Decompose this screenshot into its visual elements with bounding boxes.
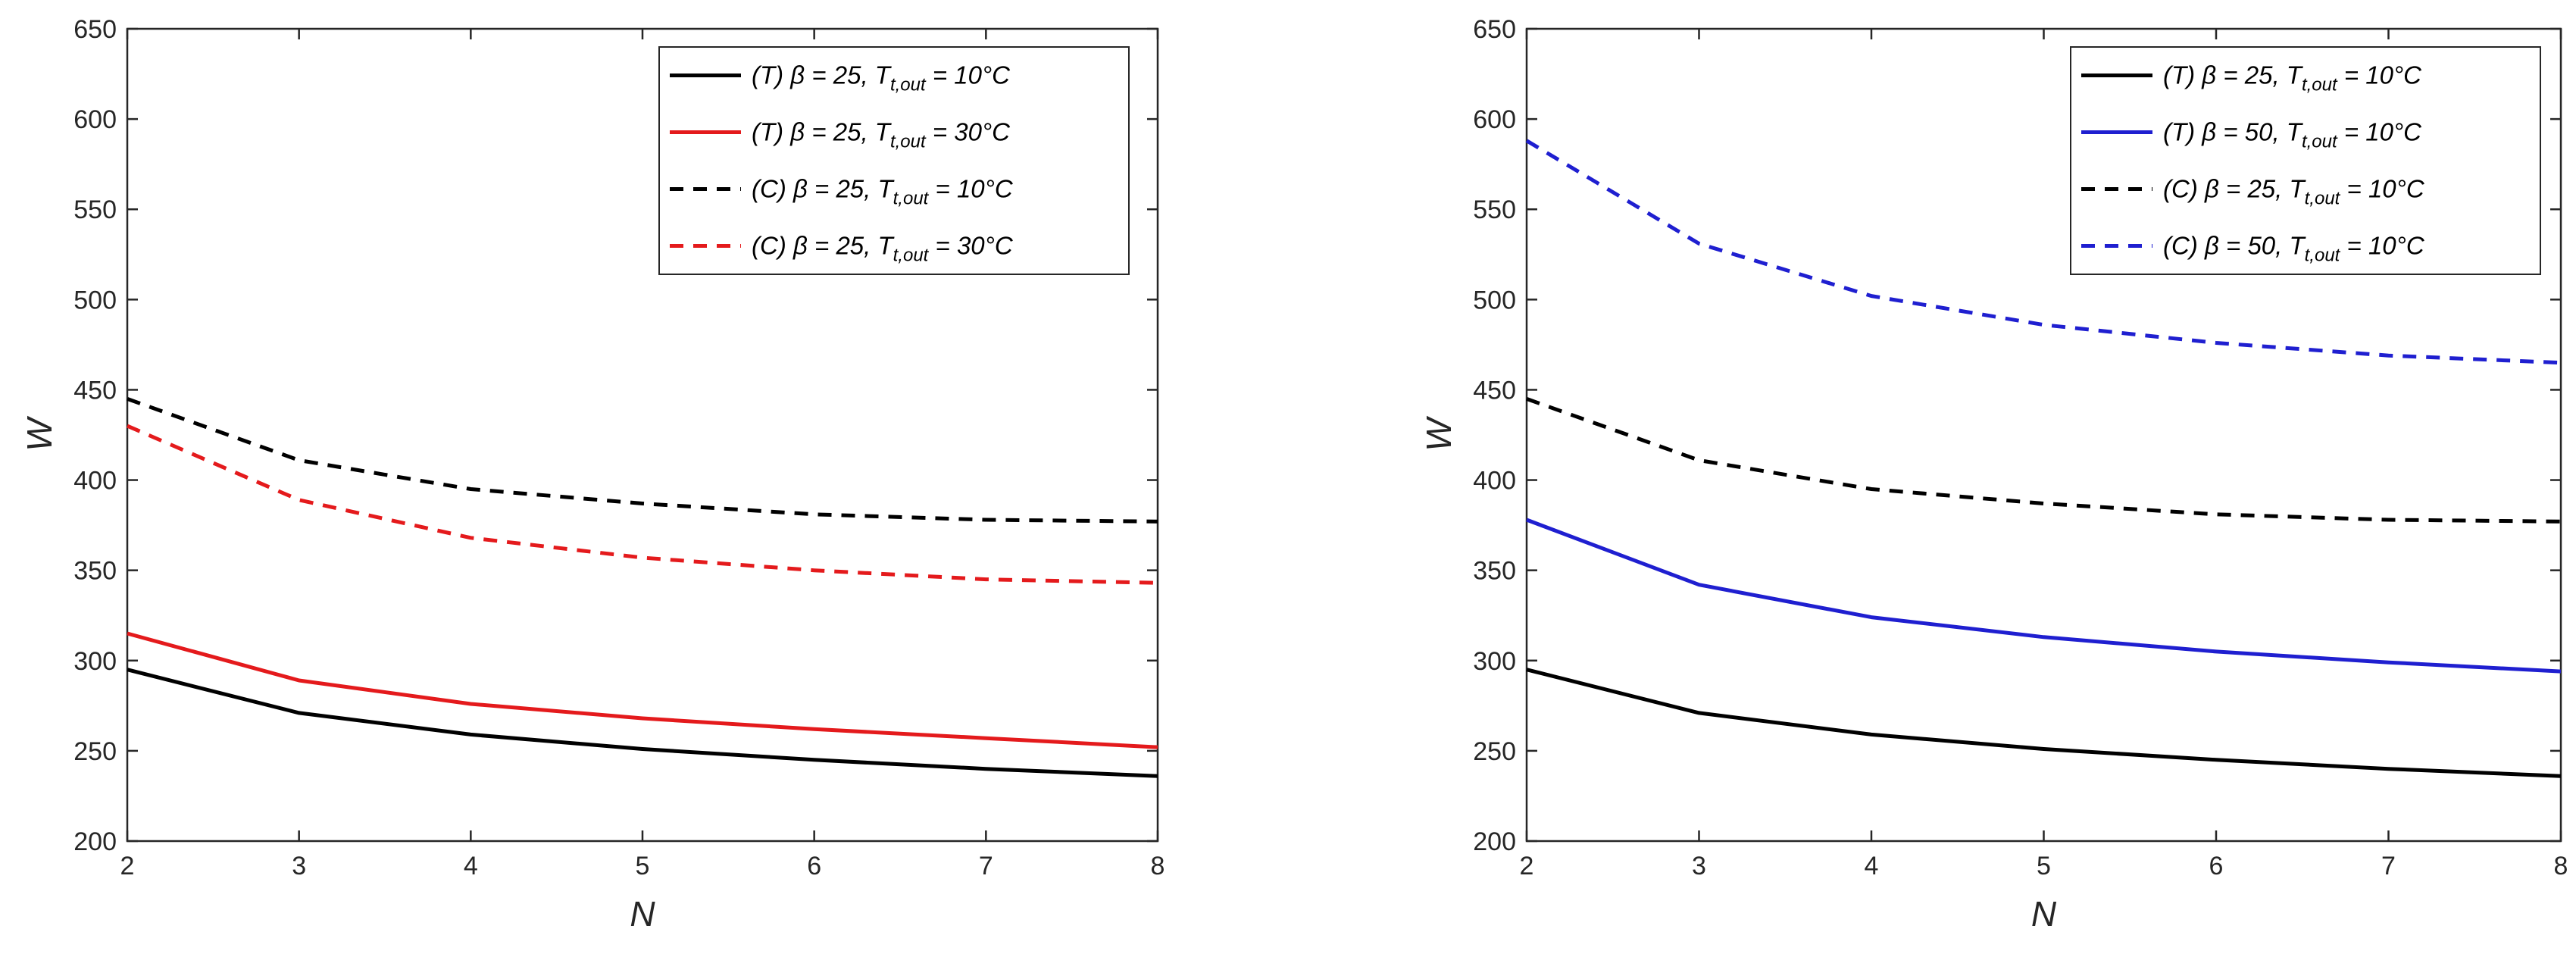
x-tick-label: 4 [1865, 852, 1879, 880]
y-tick-label: 250 [73, 737, 117, 766]
x-tick-label: 3 [292, 852, 306, 880]
series-line-2 [1526, 518, 2562, 674]
series-line-2 [127, 631, 1158, 749]
x-tick-label: 4 [464, 852, 478, 880]
legend-entry-3: (C) β = 25, Tt,out = 10°C [752, 175, 1014, 209]
y-tick-label: 400 [1473, 467, 1516, 496]
legend-box [2070, 46, 2541, 275]
series-line-1 [1526, 668, 2562, 778]
y-tick-label: 600 [1473, 105, 1516, 134]
y-tick-label: 300 [1473, 647, 1516, 676]
y-tick-label: 600 [73, 105, 117, 134]
x-tick-label: 5 [636, 852, 650, 880]
legend-entry-1: (T) β = 25, Tt,out = 10°C [2163, 61, 2422, 95]
y-tick-label: 650 [1473, 15, 1516, 44]
x-tick-label: 2 [1520, 852, 1534, 880]
y-tick-label: 550 [1473, 195, 1516, 224]
y-tick-label: 300 [73, 647, 117, 676]
x-tick-label: 2 [120, 852, 135, 880]
y-tick-label: 500 [1473, 286, 1516, 314]
x-tick-label: 8 [2554, 852, 2568, 880]
series-line-3 [127, 397, 1158, 524]
x-tick-label: 7 [2381, 852, 2396, 880]
chart-panel-2: 2 3 4 5 6 7 8 200 250 300 350 400 450 500 550 600 650 N W (… [1419, 15, 2568, 934]
y-tick-label: 450 [73, 376, 117, 405]
legend-entry-3: (C) β = 25, Tt,out = 10°C [2163, 175, 2425, 209]
x-tick-label: 5 [2037, 852, 2051, 880]
legend-entry-1: (T) β = 25, Tt,out = 10°C [752, 61, 1011, 95]
legend-entry-4: (C) β = 25, Tt,out = 30°C [752, 232, 1014, 266]
legend: (T) β = 25, Tt,out = 10°C (T) β = 25, Tt,… [658, 46, 1130, 275]
x-tick-label: 8 [1151, 852, 1165, 880]
legend-entry-4: (C) β = 50, Tt,out = 10°C [2163, 232, 2425, 266]
legend-entry-2: (T) β = 50, Tt,out = 10°C [2163, 118, 2422, 152]
series-line-4 [1525, 139, 2562, 365]
x-tick-label: 6 [2209, 852, 2224, 880]
legend-box [658, 46, 1130, 275]
y-axis-label: W [1419, 415, 1458, 452]
y-axis-label: W [20, 415, 59, 452]
series-line-1 [127, 668, 1158, 778]
y-tick-label: 550 [73, 195, 117, 224]
y-tick-label: 350 [1473, 557, 1516, 586]
y-tick-label: 250 [1473, 737, 1516, 766]
legend: (T) β = 25, Tt,out = 10°C (T) β = 50, Tt,… [2070, 46, 2541, 275]
y-tick-label: 200 [73, 827, 117, 856]
y-tick-label: 400 [73, 467, 117, 496]
series-line-3 [1526, 397, 2562, 524]
series-line-4 [127, 424, 1158, 585]
y-tick-label: 350 [73, 557, 117, 586]
y-tick-label: 200 [1473, 827, 1516, 856]
x-axis-label: N [630, 894, 655, 934]
x-tick-label: 6 [807, 852, 821, 880]
legend-entry-2: (T) β = 25, Tt,out = 30°C [752, 118, 1011, 152]
x-tick-label: 3 [1692, 852, 1706, 880]
y-tick-label: 500 [73, 286, 117, 314]
x-axis-label: N [2031, 894, 2057, 934]
chart-panel-1: 2 3 4 5 6 7 8 200 250 300 350 400 450 500 550 600 650 N W (… [20, 15, 1165, 934]
y-tick-label: 650 [73, 15, 117, 44]
y-tick-label: 450 [1473, 376, 1516, 405]
x-tick-label: 7 [979, 852, 993, 880]
